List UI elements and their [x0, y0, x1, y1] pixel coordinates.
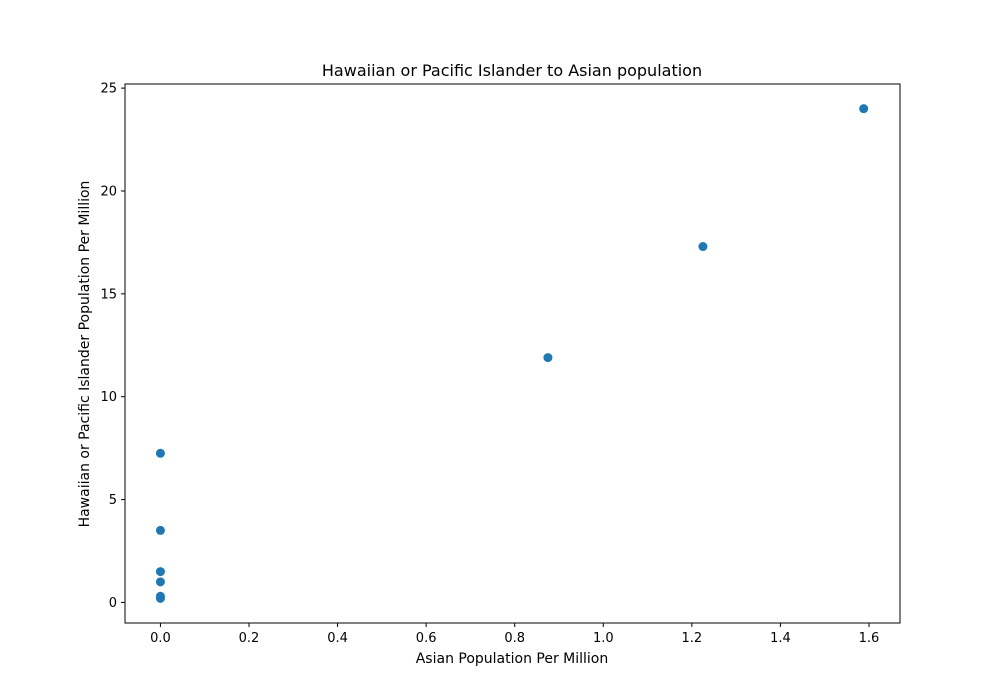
data-point-8: [698, 242, 708, 252]
data-point-4: [155, 577, 165, 587]
x-axis: 0.0 0.2 0.4 0.6 0.8 1.0 1.2 1.4 1.6: [150, 623, 879, 646]
y-tick-label: 25: [100, 82, 117, 97]
x-tick-label: 1.0: [593, 631, 614, 646]
data-point-6: [155, 593, 165, 603]
data-point-3: [155, 567, 165, 577]
y-tick-label: 0: [109, 596, 117, 611]
x-axis-label: Asian Population Per Million: [416, 651, 609, 667]
data-point-7: [543, 353, 553, 363]
x-tick-label: 1.2: [682, 631, 703, 646]
x-tick-label: 1.4: [770, 631, 791, 646]
data-point-2: [155, 525, 165, 535]
data-point-1: [155, 448, 165, 458]
x-tick-label: 0.6: [416, 631, 437, 646]
x-tick-label: 0.2: [239, 631, 260, 646]
x-tick-label: 1.6: [859, 631, 880, 646]
x-tick-label: 0.0: [150, 631, 171, 646]
y-tick-label: 20: [100, 184, 117, 199]
y-tick-label: 5: [109, 493, 117, 508]
plot-area: [155, 104, 869, 603]
y-axis: 0 5 10 15 20 25: [100, 82, 125, 611]
chart-title: Hawaiian or Pacific Islander to Asian po…: [322, 61, 702, 80]
y-tick-label: 15: [100, 287, 117, 302]
x-tick-label: 0.8: [504, 631, 525, 646]
x-tick-label: 0.4: [327, 631, 348, 646]
data-point-9: [859, 104, 869, 114]
y-axis-label: Hawaiian or Pacific Islander Population …: [77, 181, 93, 528]
axes-frame: [124, 83, 901, 624]
y-tick-label: 10: [100, 390, 117, 405]
